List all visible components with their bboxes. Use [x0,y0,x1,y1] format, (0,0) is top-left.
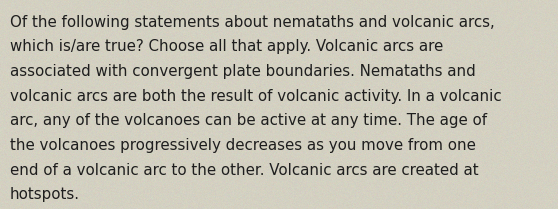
Text: associated with convergent plate boundaries. Nemataths and: associated with convergent plate boundar… [10,64,476,79]
Text: hotspots.: hotspots. [10,187,80,202]
Text: which is/are true? Choose all that apply. Volcanic arcs are: which is/are true? Choose all that apply… [10,39,443,54]
Text: end of a volcanic arc to the other. Volcanic arcs are created at: end of a volcanic arc to the other. Volc… [10,163,479,178]
Text: the volcanoes progressively decreases as you move from one: the volcanoes progressively decreases as… [10,138,476,153]
Text: Of the following statements about nemataths and volcanic arcs,: Of the following statements about nemata… [10,15,495,30]
Text: arc, any of the volcanoes can be active at any time. The age of: arc, any of the volcanoes can be active … [10,113,487,128]
Text: volcanic arcs are both the result of volcanic activity. In a volcanic: volcanic arcs are both the result of vol… [10,89,502,104]
